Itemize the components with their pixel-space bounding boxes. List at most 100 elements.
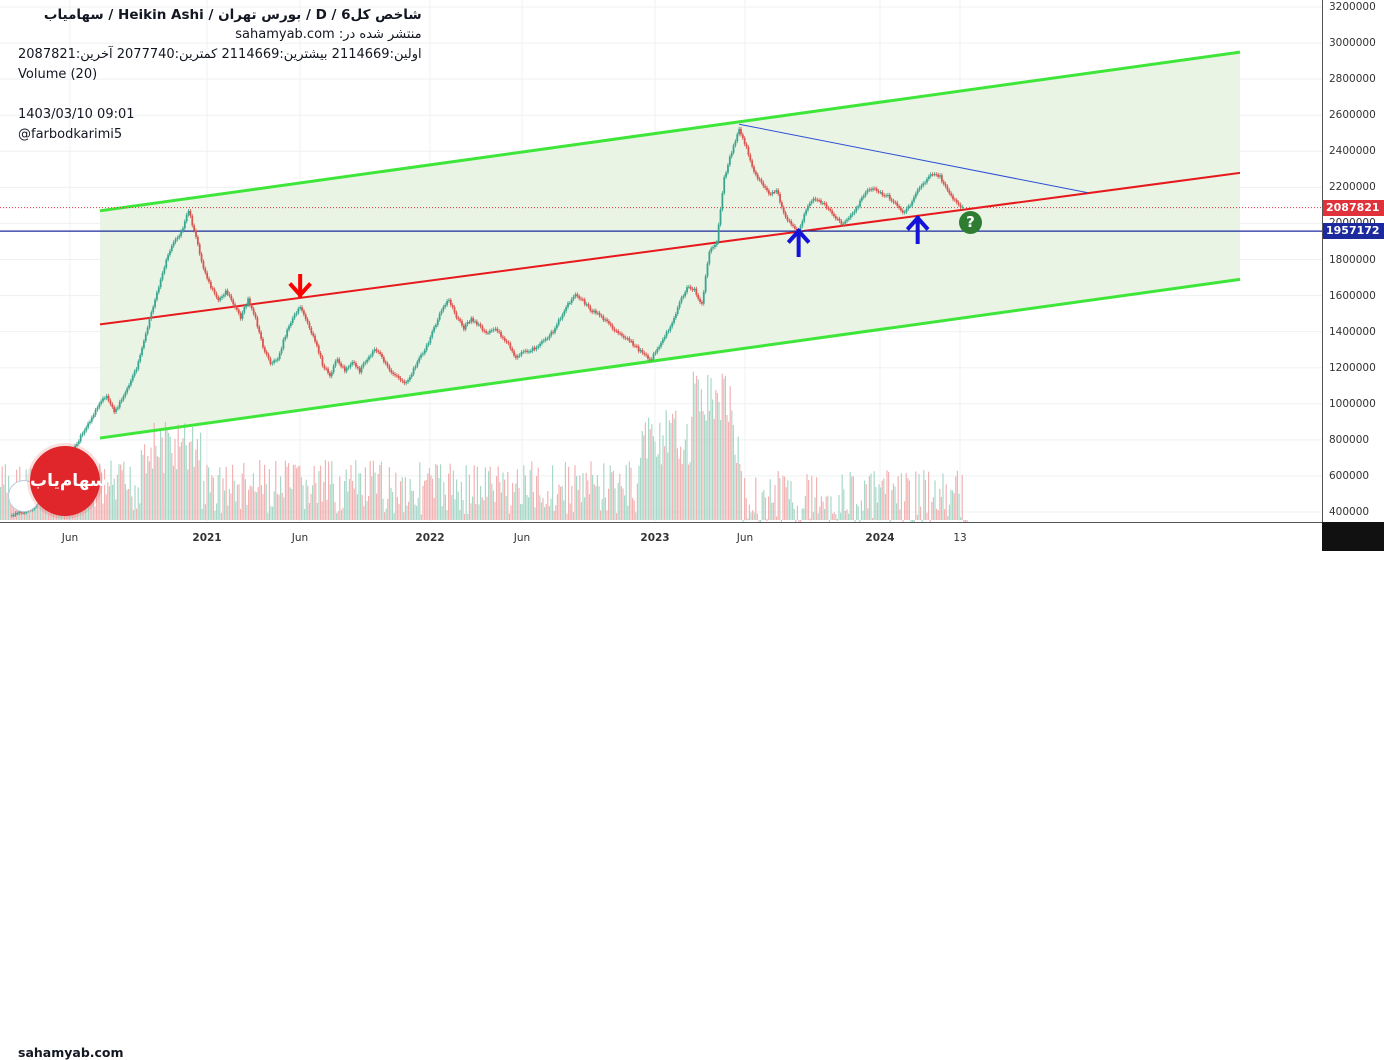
volume-bar <box>963 520 965 522</box>
candle <box>224 290 227 295</box>
candle <box>284 336 287 340</box>
volume-bar <box>323 481 325 520</box>
volume-bar <box>520 504 522 520</box>
candle <box>394 373 396 376</box>
volume-bar <box>820 496 822 520</box>
candle <box>267 354 270 359</box>
candle <box>332 365 335 373</box>
volume-bar <box>288 463 290 520</box>
volume-bar <box>184 423 186 520</box>
volume-bar <box>785 487 787 520</box>
candle <box>310 328 313 334</box>
volume-bar <box>648 417 650 520</box>
candle <box>425 345 428 351</box>
candle <box>823 203 826 205</box>
volume-bar <box>750 512 752 520</box>
volume-bar <box>705 420 707 520</box>
volume-bar <box>305 479 307 520</box>
candle <box>178 235 181 238</box>
chart-canvas[interactable] <box>0 0 1322 522</box>
volume-bar <box>6 492 8 520</box>
price-axis[interactable]: 3200000 3000000 2800000 2600000 2400000 22000… <box>1322 0 1384 522</box>
volume-bar <box>868 476 870 520</box>
time-axis[interactable]: sahamyab.com Jun 2021 Jun 2022 Jun 2023 Jun 202… <box>0 522 1322 1060</box>
sahamyab-logo: سهام‌یاب <box>30 446 107 516</box>
volume-bar <box>724 375 726 520</box>
candle <box>940 175 943 182</box>
candle <box>621 333 623 336</box>
volume-bar <box>443 482 445 520</box>
volume-bar <box>523 465 525 520</box>
channel-fill <box>100 52 1240 439</box>
volume-bar <box>337 511 339 520</box>
candle <box>660 342 662 347</box>
volume-bar <box>548 506 550 520</box>
volume-bar <box>603 463 605 520</box>
candle <box>907 206 910 209</box>
volume-bar <box>408 501 410 520</box>
candle <box>182 228 184 232</box>
candle <box>909 205 912 207</box>
volume-bar <box>286 466 288 520</box>
volume-bar <box>635 512 637 520</box>
candle <box>297 308 300 313</box>
candle <box>198 244 201 254</box>
candle <box>883 195 886 197</box>
hline-price-tag: 1957172 <box>1323 223 1384 240</box>
volume-bar <box>356 494 358 520</box>
candle <box>738 128 741 135</box>
volume-bar <box>176 469 178 520</box>
candle <box>150 312 153 319</box>
candle <box>622 335 625 338</box>
volume-bar <box>248 489 250 520</box>
volume-bar <box>947 515 949 520</box>
volume-bar <box>532 491 534 520</box>
volume-bar <box>379 465 381 520</box>
candle <box>302 310 305 315</box>
volume-bar <box>328 461 330 520</box>
volume-bar <box>168 432 170 520</box>
volume-bar <box>708 410 710 520</box>
time-tick-label: 2023 <box>640 532 670 544</box>
candle <box>215 293 218 298</box>
candle <box>208 278 210 282</box>
volume-bar <box>595 486 597 520</box>
volume-bar <box>137 487 139 520</box>
volume-bar <box>278 494 280 520</box>
volume-bar <box>339 476 341 520</box>
volume-bar <box>155 445 157 520</box>
volume-bar <box>571 485 573 520</box>
candle <box>22 512 24 514</box>
volume-bar <box>393 513 395 520</box>
candle <box>87 423 90 428</box>
chart-plot-area[interactable] <box>0 0 1322 522</box>
volume-bar <box>948 504 950 520</box>
candle <box>461 321 463 326</box>
candle <box>762 182 765 187</box>
candle <box>237 309 240 314</box>
candle <box>169 250 171 255</box>
candle <box>754 171 757 175</box>
candle <box>710 248 713 252</box>
volume-indicator-label[interactable]: Volume (20) <box>18 67 98 82</box>
candle <box>161 273 164 280</box>
candle <box>779 193 781 203</box>
volume-bar <box>171 452 173 520</box>
candle <box>414 366 417 369</box>
volume-bar <box>425 479 427 520</box>
candle <box>541 341 543 344</box>
candle <box>533 347 536 350</box>
candle <box>678 302 681 308</box>
symbol-title[interactable]: شاخص کل6 / D / بورس تهران / Heikin Ashi … <box>43 7 422 23</box>
volume-bar <box>142 454 144 520</box>
volume-bar <box>542 498 544 520</box>
volume-bar <box>547 491 549 520</box>
volume-bar <box>318 471 320 520</box>
candle <box>390 370 393 373</box>
candle <box>581 299 584 301</box>
volume-bar <box>651 424 653 520</box>
candle <box>329 373 331 377</box>
candle <box>630 341 633 343</box>
candle <box>459 319 462 322</box>
volume-bar <box>99 463 101 520</box>
